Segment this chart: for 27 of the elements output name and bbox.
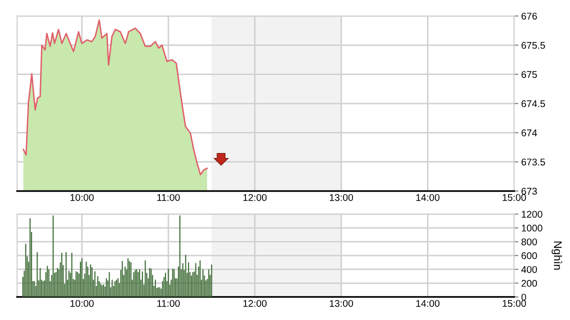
y-tick-label: 600 — [522, 252, 537, 260]
x-tick-label: 11:00 — [157, 300, 180, 307]
y-axis-title: Nghìn — [552, 242, 562, 270]
x-tick-label: 13:00 — [330, 194, 354, 201]
y-tick-label: 673.5 — [522, 158, 546, 166]
y-tick-label: 674.5 — [522, 100, 546, 108]
x-tick-label: 12:00 — [243, 194, 267, 201]
y-tick-label: 673 — [522, 188, 537, 195]
x-tick-label: 13:00 — [330, 300, 354, 307]
y-tick-label: 1000 — [522, 224, 542, 232]
y-tick-label: 676 — [522, 12, 537, 20]
y-tick-label: 400 — [521, 266, 537, 273]
x-tick-label: 10:00 — [70, 194, 94, 201]
y-tick-label: 674 — [522, 129, 538, 136]
x-tick-label: 14:00 — [416, 194, 440, 201]
y-tick-label: 675 — [522, 71, 537, 78]
y-tick-label: 675.5 — [522, 42, 546, 49]
y-tick-label: 800 — [522, 238, 537, 246]
x-tick-label: 15:00 — [502, 194, 526, 201]
y-tick-label: 0 — [521, 294, 526, 301]
x-tick-label: 14:00 — [416, 300, 440, 307]
y-tick-label: 200 — [522, 280, 537, 287]
x-tick-label: 15:00 — [502, 300, 526, 307]
x-tick-label: 10:00 — [70, 300, 94, 307]
y-tick-label: 1200 — [522, 210, 542, 218]
x-tick-label: 11:00 — [157, 194, 180, 201]
x-tick-label: 12:00 — [243, 300, 267, 307]
